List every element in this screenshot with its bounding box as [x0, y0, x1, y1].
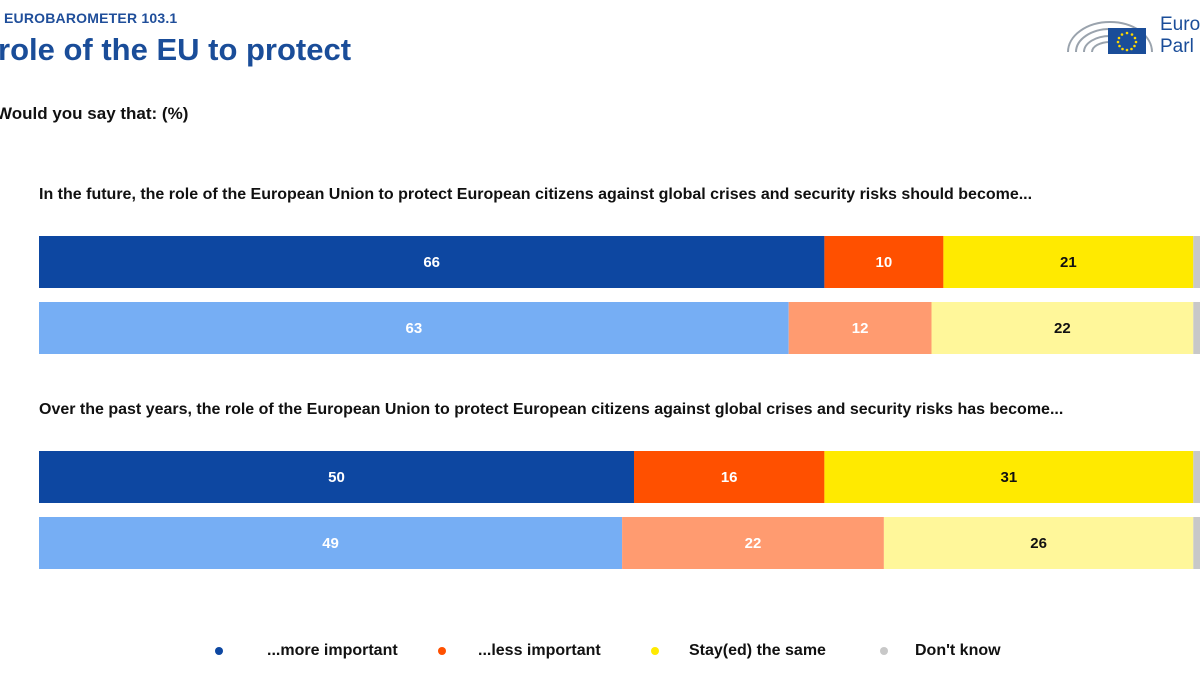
- chart-subtitle: Would you say that: (%): [0, 104, 189, 123]
- data-label-less: 10: [876, 254, 893, 271]
- question-past: Over the past years, the role of the Eur…: [39, 401, 1064, 418]
- question-future: In the future, the role of the European …: [39, 186, 1033, 203]
- european-parliament-logo: Euro Parl: [1062, 8, 1200, 60]
- data-label-same: 21: [1060, 254, 1077, 271]
- legend-dot-same: [651, 647, 659, 655]
- legend-dot-more: [215, 647, 223, 655]
- data-label-more: 66: [423, 254, 440, 271]
- bar-segment-less: [824, 236, 944, 288]
- legend-dot-less: [438, 647, 446, 655]
- logo-text-line2: Parl: [1160, 36, 1194, 57]
- legend-dot-dk: [880, 647, 888, 655]
- legend-item-less: ...less important: [438, 642, 601, 660]
- bar-segment-more: [39, 517, 623, 569]
- hemicycle-icon: [1067, 21, 1153, 54]
- data-label-same: 26: [1030, 535, 1047, 552]
- legend-label-more: ...more important: [267, 642, 398, 659]
- bar-segment-less: [622, 517, 884, 569]
- legend-label-less: ...less important: [478, 642, 601, 659]
- legend-item-dk: Don't know: [880, 642, 1001, 660]
- bar-segment-less: [788, 302, 932, 354]
- legend-item-same: Stay(ed) the same: [651, 642, 826, 660]
- bar-segment-more: [39, 451, 634, 503]
- data-label-more: 50: [328, 469, 345, 486]
- bar-segment-same: [943, 236, 1194, 288]
- data-label-more: 63: [406, 320, 423, 337]
- bar-segment-dk: [1193, 451, 1200, 503]
- data-label-less: 16: [721, 469, 738, 486]
- page-title: role of the EU to protect: [0, 32, 352, 67]
- bar-segment-same: [931, 302, 1194, 354]
- logo-text-line1: Euro: [1160, 14, 1200, 35]
- survey-kicker: EUROBAROMETER 103.1: [4, 10, 178, 26]
- data-label-less: 12: [852, 320, 869, 337]
- bar-segment-dk: [1193, 517, 1200, 569]
- legend-label-dk: Don't know: [915, 642, 1001, 659]
- bar-segment-dk: [1193, 302, 1200, 354]
- bar-segment-less: [634, 451, 825, 503]
- bar-segment-same: [824, 451, 1194, 503]
- legend-label-same: Stay(ed) the same: [689, 642, 826, 659]
- bar-segment-more: [39, 236, 825, 288]
- bar-segment-dk: [1193, 236, 1200, 288]
- data-label-less: 22: [745, 535, 762, 552]
- data-label-more: 49: [322, 535, 339, 552]
- bar-segment-more: [39, 302, 789, 354]
- legend-item-more: ...more important: [215, 642, 398, 660]
- data-label-same: 31: [1001, 469, 1018, 486]
- chart-legend: ...more important ...less important Stay…: [0, 642, 1200, 664]
- bar-segment-same: [883, 517, 1194, 569]
- data-label-same: 22: [1054, 320, 1071, 337]
